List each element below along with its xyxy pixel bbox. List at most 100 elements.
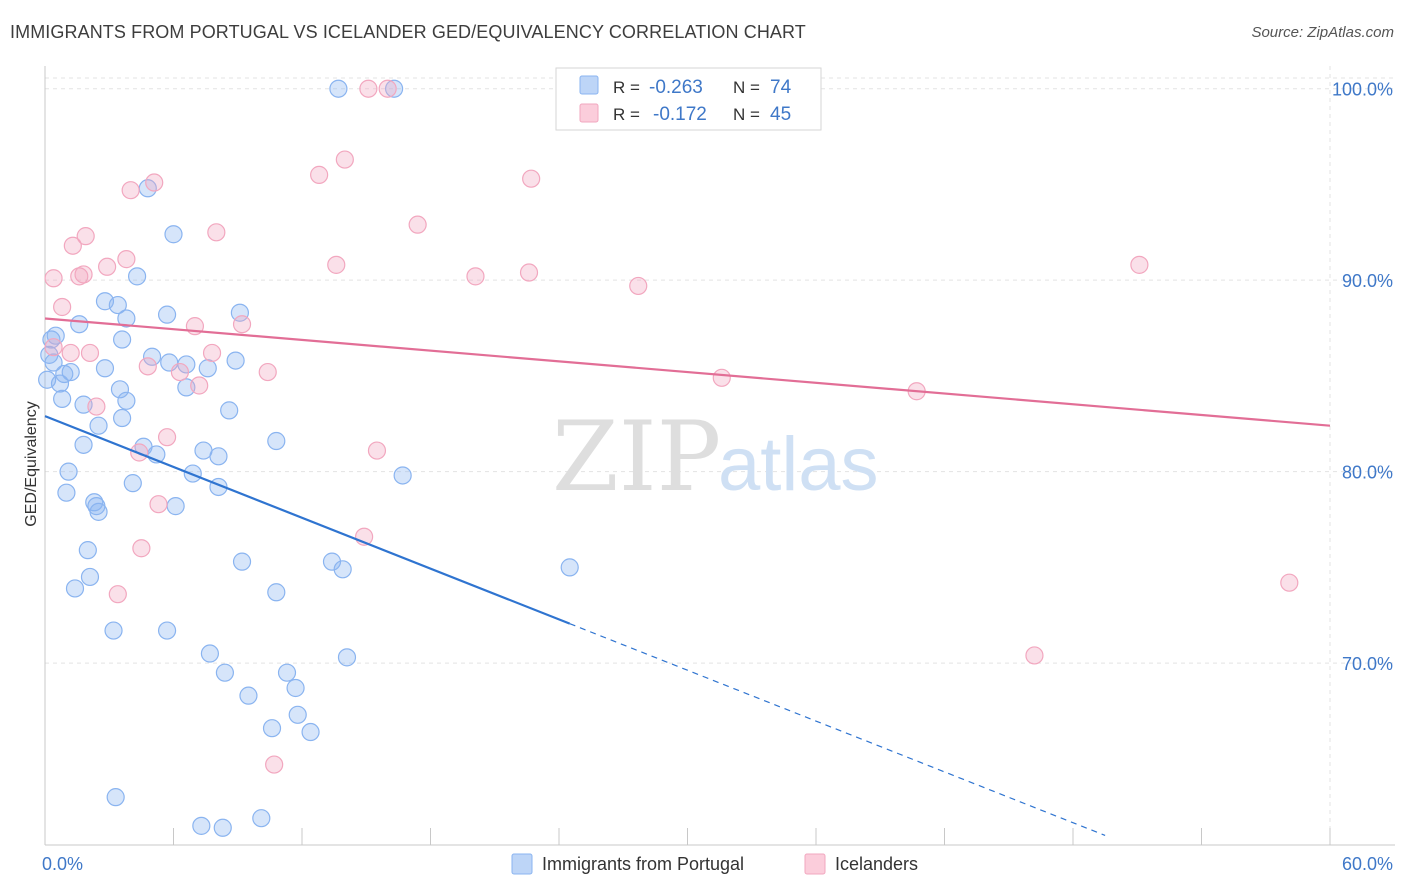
stats-r-label-1: R = [613, 78, 640, 97]
portugal-point-64 [286, 678, 305, 698]
portugal-point-13 [112, 330, 132, 349]
portugal-point-10 [70, 315, 89, 334]
portugal-point-31 [220, 401, 239, 420]
icelander-point-7 [408, 215, 427, 234]
icelander-point-31 [712, 368, 731, 387]
x-tick-label-min: 0.0% [42, 854, 83, 874]
portugal-point-22 [61, 362, 80, 382]
portugal-point-61 [337, 648, 357, 667]
watermark-zip: ZIP [552, 401, 721, 513]
stats-n-label-2: N = [733, 105, 760, 124]
stats-r-value-1: -0.263 [649, 77, 703, 98]
chart-title: IMMIGRANTS FROM PORTUGAL VS ICELANDER GE… [10, 22, 806, 42]
portugal-point-29 [117, 391, 136, 410]
icelander-point-9 [76, 227, 95, 246]
portugal-point-48 [166, 497, 185, 516]
portugal-point-59 [157, 621, 177, 640]
portugal-point-3 [164, 225, 183, 244]
icelander-point-27 [202, 343, 222, 363]
legend-label-icelanders: Icelanders [835, 854, 918, 874]
icelander-point-28 [138, 357, 157, 376]
trendline-icelanders [44, 317, 1331, 427]
portugal-point-20 [198, 359, 217, 378]
icelander-point-30 [258, 362, 277, 382]
portugal-point-69 [106, 788, 125, 807]
icelander-point-43 [1025, 646, 1044, 665]
portugal-point-50 [78, 541, 97, 560]
portugal-point-25 [50, 374, 70, 393]
portugal-point-43 [123, 474, 142, 493]
y-tick-labels: 70.0% 80.0% 90.0% 100.0% [1332, 80, 1393, 674]
icelander-point-3 [310, 165, 329, 184]
y-tick-label-0: 70.0% [1342, 654, 1393, 674]
icelander-point-41 [1280, 573, 1299, 592]
icelander-point-32 [190, 376, 209, 395]
portugal-point-28 [53, 389, 72, 408]
y-tick-label-2: 90.0% [1342, 271, 1393, 291]
stats-r-value-2: -0.172 [653, 104, 707, 125]
icelander-point-35 [157, 428, 177, 447]
series-portugal-points [38, 79, 579, 837]
legend-swatch-portugal [511, 853, 533, 875]
icelander-point-36 [367, 441, 387, 460]
icelander-point-15 [519, 263, 539, 282]
icelander-point-2 [335, 150, 354, 169]
x-tick-labels: 0.0% 60.0% [42, 854, 1393, 874]
portugal-point-72 [252, 809, 271, 828]
icelander-point-29 [170, 362, 190, 382]
portugal-point-27 [110, 380, 130, 399]
x-tick-label-max: 60.0% [1342, 854, 1393, 874]
portugal-point-60 [200, 644, 220, 663]
icelander-point-25 [61, 343, 80, 363]
portugal-point-57 [267, 583, 286, 602]
stats-legend-box [555, 67, 822, 131]
stats-legend: R = -0.263 N = 74 R = -0.172 N = 45 [555, 67, 822, 131]
portugal-point-53 [333, 560, 352, 579]
portugal-point-56 [65, 579, 85, 598]
portugal-point-32 [112, 408, 132, 428]
portugal-point-21 [95, 359, 115, 378]
legend-label-portugal: Immigrants from Portugal [542, 854, 744, 874]
portugal-point-17 [226, 351, 245, 370]
icelander-point-10 [63, 236, 82, 255]
portugal-point-6 [108, 295, 127, 315]
bottom-legend: Immigrants from Portugal Icelanders [511, 853, 918, 875]
icelander-point-8 [207, 223, 226, 242]
source-label: Source: ZipAtlas.com [1251, 24, 1394, 41]
icelander-point-4 [522, 169, 541, 188]
portugal-point-8 [157, 305, 177, 324]
stats-n-value-1: 74 [770, 77, 792, 98]
portugal-point-0 [329, 79, 348, 98]
watermark: ZIP atlas [552, 401, 879, 513]
icelander-point-0 [359, 79, 378, 98]
portugal-point-49 [89, 502, 108, 521]
icelander-point-5 [145, 173, 164, 192]
portugal-point-65 [239, 686, 258, 705]
axes [44, 66, 1395, 846]
portugal-point-4 [127, 267, 147, 286]
stats-n-label-1: N = [733, 78, 760, 97]
icelander-point-21 [53, 297, 72, 317]
portugal-point-39 [209, 447, 228, 466]
trendline-portugal-extension [569, 623, 1106, 836]
trendlines [44, 317, 1331, 836]
portugal-point-23 [55, 364, 74, 384]
portugal-point-67 [262, 719, 282, 738]
icelander-point-14 [1130, 255, 1149, 274]
portugal-point-35 [74, 435, 93, 454]
stats-n-value-2: 45 [770, 104, 791, 125]
icelander-point-12 [98, 257, 117, 276]
portugal-point-45 [57, 483, 76, 502]
portugal-point-63 [277, 663, 297, 682]
portugal-point-71 [213, 818, 232, 837]
y-tick-label-3: 100.0% [1332, 80, 1393, 100]
portugal-point-54 [560, 558, 579, 577]
portugal-point-42 [393, 466, 412, 485]
icelander-point-24 [44, 338, 63, 357]
portugal-point-7 [117, 309, 136, 328]
stats-r-label-2: R = [613, 105, 640, 124]
portugal-point-40 [59, 462, 78, 481]
portugal-point-1 [384, 79, 404, 98]
icelander-point-6 [121, 181, 140, 200]
